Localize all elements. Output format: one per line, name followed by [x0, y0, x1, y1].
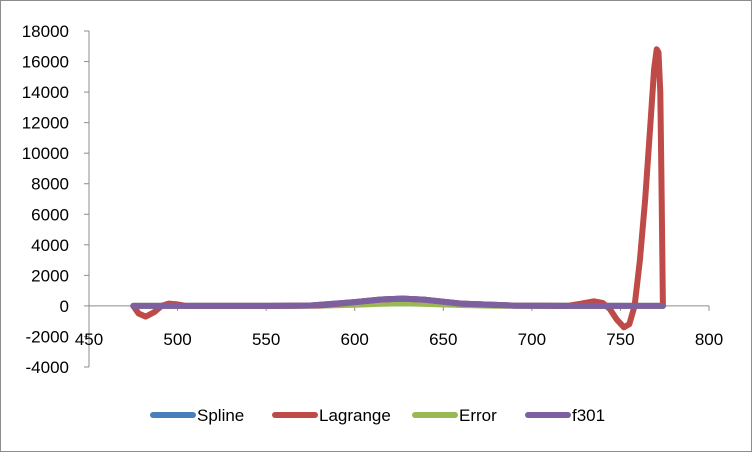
plot-area [130, 46, 666, 331]
series-line-f301 [130, 295, 666, 309]
x-tick-label: 650 [429, 330, 457, 349]
legend-label-lagrange: Lagrange [319, 406, 391, 425]
legend-label-f301: f301 [572, 406, 605, 425]
x-tick-label: 450 [75, 330, 103, 349]
y-tick-label: 12000 [22, 114, 69, 133]
series-line-lagrange [130, 46, 666, 331]
x-tick-label: 700 [518, 330, 546, 349]
x-tick-label: 500 [163, 330, 191, 349]
y-tick-label: 14000 [22, 83, 69, 102]
legend: Spline Lagrange Error f301 [150, 406, 605, 425]
x-tick-label: 600 [341, 330, 369, 349]
legend-label-spline: Spline [197, 406, 244, 425]
y-tick-label: 4000 [31, 236, 69, 255]
y-tick-label: -4000 [26, 358, 69, 377]
y-tick-label: 10000 [22, 144, 69, 163]
x-tick-label: 800 [695, 330, 723, 349]
legend-label-error: Error [459, 406, 497, 425]
x-tick-label: 750 [606, 330, 634, 349]
y-tick-label: 18000 [22, 22, 69, 41]
y-tick-label: 8000 [31, 175, 69, 194]
y-axis: -4000 -2000 0 2000 4000 6000 8000 10000 12000 140… [22, 22, 90, 377]
x-tick-label: 550 [252, 330, 280, 349]
y-tick-label: -2000 [26, 327, 69, 346]
y-tick-label: 0 [60, 297, 69, 316]
y-tick-label: 2000 [31, 266, 69, 285]
y-tick-label: 16000 [22, 53, 69, 72]
y-tick-label: 6000 [31, 205, 69, 224]
